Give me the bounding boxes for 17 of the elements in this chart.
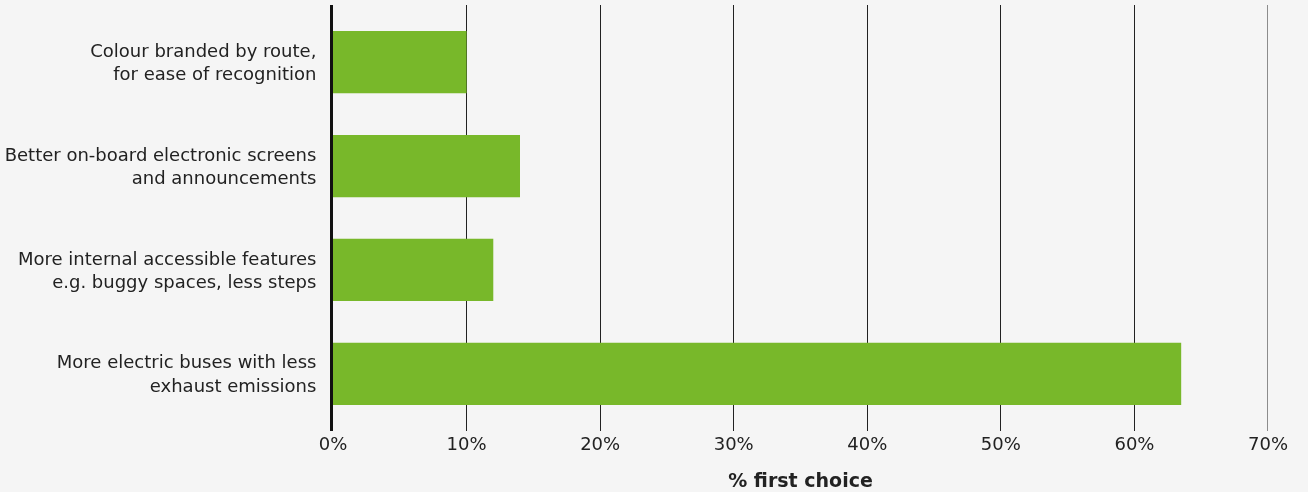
x-tick-label: 20% — [580, 433, 621, 454]
y-tick-label: More electric buses with less exhaust emissions — [56, 351, 317, 396]
y-tick-label: Colour branded by route, for ease of recognition — [90, 39, 317, 85]
x-tick-label: 60% — [1114, 433, 1155, 454]
bar — [333, 342, 1182, 406]
bar — [333, 30, 467, 94]
x-tick-label: 10% — [446, 433, 487, 454]
x-tick-label: 0% — [318, 433, 348, 454]
x-tick-label: 30% — [713, 433, 754, 454]
y-tick-label: Better on-board electronic screens and announcements — [4, 143, 317, 189]
x-tick-label: 50% — [980, 433, 1021, 454]
bar — [333, 238, 494, 302]
y-tick-label: More internal accessible features e.g. buggy spaces, less steps — [18, 247, 317, 292]
x-tick-label: 70% — [1247, 433, 1289, 454]
x-tick-label: 40% — [847, 433, 888, 454]
bar — [333, 134, 520, 198]
x-axis-title: % first choice — [728, 468, 873, 491]
